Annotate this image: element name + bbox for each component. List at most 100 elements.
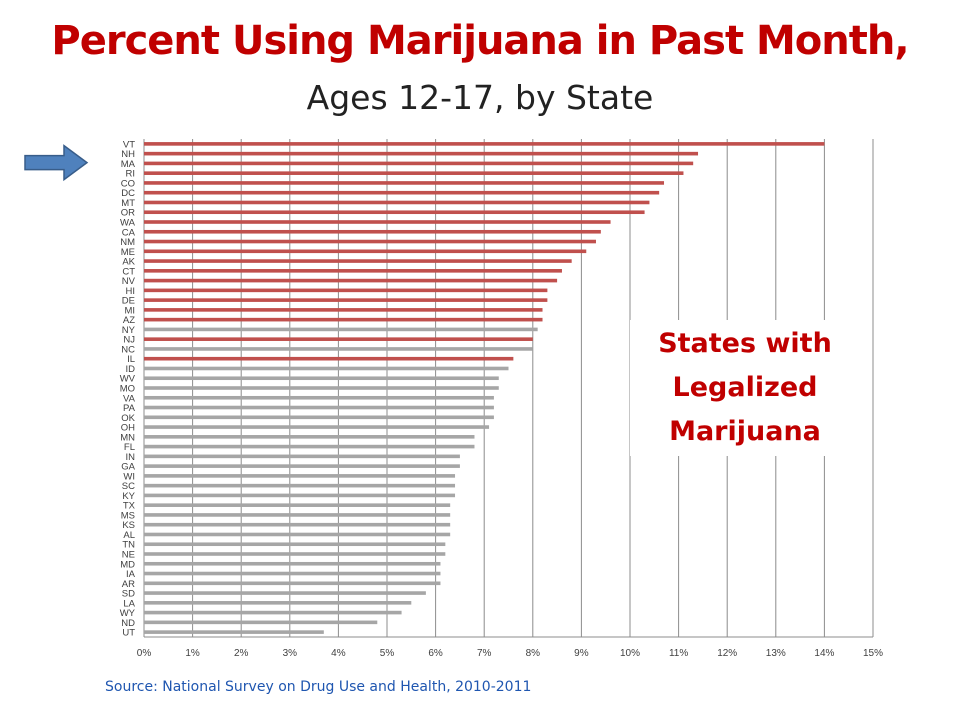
x-tick-label: 15% bbox=[863, 648, 883, 659]
bar bbox=[144, 298, 548, 302]
bar bbox=[144, 220, 611, 224]
y-tick-label: OR bbox=[121, 208, 135, 219]
y-tick-label: CA bbox=[122, 227, 136, 238]
y-tick-label: KY bbox=[122, 491, 135, 502]
bar bbox=[144, 552, 446, 556]
y-tick-label: VA bbox=[123, 393, 136, 404]
bar bbox=[144, 581, 441, 586]
y-tick-label: NJ bbox=[123, 335, 135, 346]
bar bbox=[144, 151, 699, 156]
bar bbox=[144, 561, 441, 566]
x-tick-label: 0% bbox=[137, 648, 152, 659]
x-tick-label: 12% bbox=[717, 648, 737, 659]
y-tick-label: AL bbox=[123, 530, 135, 541]
bar bbox=[144, 249, 587, 254]
bar bbox=[144, 259, 572, 263]
bar bbox=[144, 464, 460, 468]
y-tick-label: OK bbox=[121, 413, 135, 424]
bar bbox=[144, 356, 514, 361]
y-tick-label: NM bbox=[120, 237, 135, 248]
y-tick-label: IL bbox=[127, 354, 135, 365]
bar bbox=[144, 395, 494, 400]
y-tick-label: CT bbox=[122, 266, 135, 277]
y-tick-label: IN bbox=[126, 452, 136, 463]
bar bbox=[144, 308, 543, 312]
y-tick-label: NH bbox=[121, 149, 135, 160]
bar bbox=[144, 269, 562, 273]
y-tick-label: UT bbox=[122, 628, 135, 639]
x-tick-label: 1% bbox=[185, 648, 200, 659]
y-tick-label: RI bbox=[126, 169, 136, 180]
source-note: Source: National Survey on Drug Use and … bbox=[105, 679, 532, 695]
y-tick-label: WA bbox=[120, 218, 136, 229]
y-tick-label: WV bbox=[120, 374, 136, 385]
bar bbox=[144, 620, 378, 625]
bar bbox=[144, 171, 684, 175]
bar bbox=[144, 591, 426, 595]
bar bbox=[144, 483, 456, 488]
x-tick-label: 7% bbox=[477, 648, 492, 659]
bar bbox=[144, 142, 825, 146]
bar bbox=[144, 610, 402, 615]
bar bbox=[144, 474, 456, 478]
x-tick-label: 14% bbox=[814, 648, 834, 659]
y-tick-label: SC bbox=[122, 481, 135, 492]
y-tick-label: IA bbox=[126, 569, 136, 580]
bar bbox=[144, 200, 650, 205]
bar bbox=[144, 190, 660, 195]
y-tick-label: KS bbox=[122, 520, 135, 531]
y-tick-label: GA bbox=[121, 462, 135, 473]
y-tick-label: WY bbox=[120, 608, 136, 619]
bar bbox=[144, 239, 596, 244]
y-tick-label: AK bbox=[122, 257, 135, 268]
y-tick-label: AR bbox=[122, 579, 135, 590]
y-tick-label: NC bbox=[121, 344, 135, 355]
y-tick-label: AZ bbox=[123, 315, 135, 326]
highlight-arrow bbox=[24, 144, 89, 182]
y-tick-label: WI bbox=[123, 471, 135, 482]
bar bbox=[144, 337, 533, 341]
bar bbox=[144, 454, 460, 459]
bar bbox=[144, 522, 451, 527]
bar bbox=[144, 503, 451, 507]
y-tick-label: FL bbox=[124, 442, 135, 453]
bar bbox=[144, 317, 543, 322]
bar bbox=[144, 278, 558, 283]
annotation-line-2: Legalized bbox=[672, 372, 818, 403]
y-tick-label: MS bbox=[121, 510, 135, 521]
bar bbox=[144, 630, 324, 634]
y-tick-label: VT bbox=[123, 139, 135, 150]
y-tick-label: LA bbox=[123, 598, 135, 609]
bar bbox=[144, 513, 451, 517]
y-tick-label: ND bbox=[121, 618, 135, 629]
bar bbox=[144, 347, 533, 351]
x-tick-label: 3% bbox=[283, 648, 298, 659]
y-tick-label: MN bbox=[120, 432, 135, 443]
y-tick-label: OH bbox=[121, 423, 135, 434]
bar bbox=[144, 444, 475, 449]
y-tick-label: NE bbox=[122, 550, 135, 561]
y-tick-label: ID bbox=[126, 364, 136, 375]
page-title: Percent Using Marijuana in Past Month, bbox=[51, 18, 909, 64]
page-subtitle: Ages 12-17, by State bbox=[306, 78, 654, 117]
y-tick-label: NV bbox=[122, 276, 136, 287]
bar bbox=[144, 229, 601, 234]
bar bbox=[144, 386, 499, 390]
bar bbox=[144, 210, 645, 215]
x-tick-label: 5% bbox=[380, 648, 395, 659]
y-tick-label: NY bbox=[122, 325, 136, 336]
annotation-line-1: States with bbox=[658, 328, 832, 359]
x-tick-label: 13% bbox=[766, 648, 786, 659]
y-tick-label: TX bbox=[123, 501, 136, 512]
x-tick-label: 6% bbox=[428, 648, 443, 659]
bar bbox=[144, 571, 441, 576]
x-tick-label: 2% bbox=[234, 648, 249, 659]
bar bbox=[144, 493, 456, 498]
bar bbox=[144, 435, 475, 439]
bar bbox=[144, 327, 538, 332]
legalized-states-annotation: States with Legalized Marijuana bbox=[630, 320, 860, 456]
y-tick-label: ME bbox=[121, 247, 135, 258]
bar bbox=[144, 366, 509, 371]
y-tick-label: MI bbox=[124, 305, 135, 316]
